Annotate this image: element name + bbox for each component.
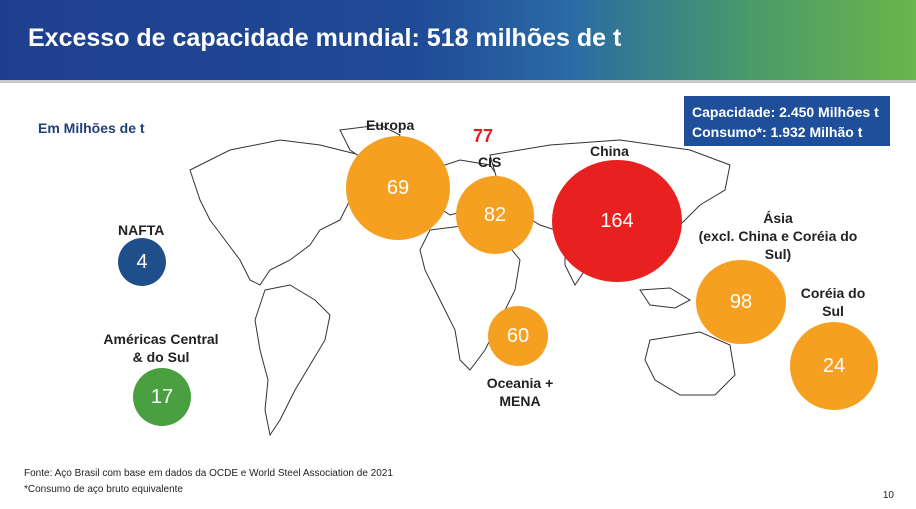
label-china: China bbox=[590, 143, 629, 159]
label-americas-line2: & do Sul bbox=[132, 349, 190, 365]
north-america-shape bbox=[189, 139, 381, 286]
units-label: Em Milhões de t bbox=[38, 120, 145, 136]
bubble-asia: 98 bbox=[696, 260, 786, 344]
label-coreia-line1: Coréia do bbox=[800, 285, 866, 301]
bubble-coreia: 24 bbox=[790, 322, 878, 410]
label-asia-line2: (excl. China e Coréia do bbox=[698, 228, 858, 244]
header-divider bbox=[0, 80, 916, 83]
label-nafta: NAFTA bbox=[118, 222, 165, 238]
capacity-box: Capacidade: 2.450 Milhões t Consumo*: 1.… bbox=[684, 96, 890, 146]
label-oceania-mena: Oceania + MENA bbox=[478, 374, 562, 410]
australia-shape bbox=[644, 331, 736, 396]
label-cis: CIS bbox=[478, 154, 502, 170]
label-europa: Europa bbox=[366, 117, 415, 133]
footnote: *Consumo de aço bruto equivalente bbox=[24, 484, 183, 495]
bubble-nafta: 4 bbox=[118, 238, 166, 286]
cis-extra-value: 77 bbox=[473, 126, 494, 146]
bubble-china: 164 bbox=[552, 160, 682, 282]
bubble-americas: 17 bbox=[133, 368, 191, 426]
bubble-oceania-mena: 60 bbox=[488, 306, 548, 366]
bubble-cis: 82 bbox=[456, 176, 534, 254]
islands-shape bbox=[639, 287, 692, 309]
source-note: Fonte: Aço Brasil com base em dados da O… bbox=[24, 468, 393, 479]
page-title: Excesso de capacidade mundial: 518 milhõ… bbox=[28, 24, 622, 52]
header-banner: Excesso de capacidade mundial: 518 milhõ… bbox=[0, 0, 916, 80]
label-oceania-line1: Oceania + bbox=[486, 375, 554, 391]
label-coreia: Coréia do Sul bbox=[790, 284, 876, 320]
label-americas: Américas Central & do Sul bbox=[96, 330, 226, 366]
label-asia-line1: Ásia bbox=[763, 210, 793, 226]
label-oceania-line2: MENA bbox=[499, 393, 541, 409]
bubble-europa: 69 bbox=[346, 136, 450, 240]
capacity-line: Capacidade: 2.450 Milhões t bbox=[692, 104, 879, 120]
consumption-line: Consumo*: 1.932 Milhão t bbox=[692, 124, 863, 140]
label-asia: Ásia (excl. China e Coréia do Sul) bbox=[688, 209, 868, 263]
page-number: 10 bbox=[882, 490, 894, 501]
south-america-shape bbox=[254, 284, 331, 437]
label-americas-line1: Américas Central bbox=[103, 331, 219, 347]
label-coreia-line2: Sul bbox=[822, 303, 844, 319]
label-asia-line3: Sul) bbox=[764, 246, 792, 262]
